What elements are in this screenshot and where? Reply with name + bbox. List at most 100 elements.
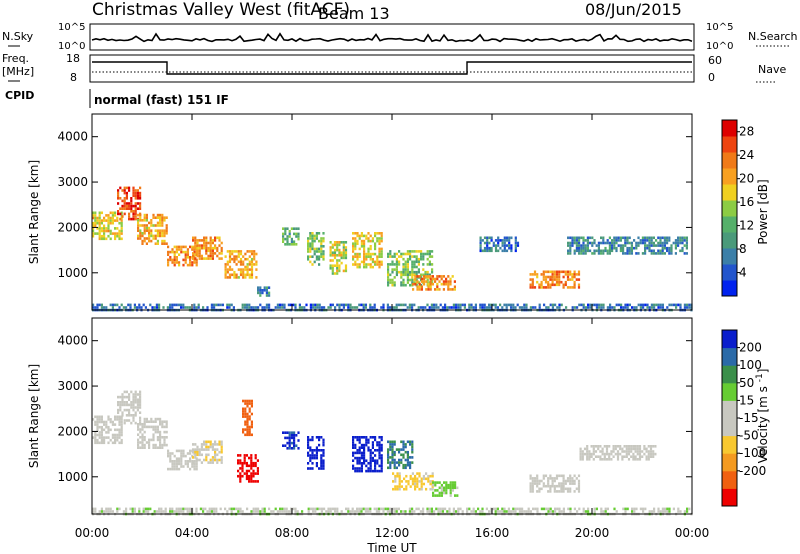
range-cell xyxy=(553,278,556,281)
range-cell xyxy=(246,257,249,261)
range-cell xyxy=(237,268,240,271)
range-cell xyxy=(239,250,243,253)
range-cell xyxy=(158,507,161,511)
range-cell xyxy=(576,510,579,513)
range-cell xyxy=(578,246,581,250)
beam-label: Beam 13 xyxy=(318,4,390,23)
range-cell xyxy=(109,211,112,215)
range-cell xyxy=(404,458,407,462)
range-cell xyxy=(209,236,212,240)
range-cell xyxy=(213,306,216,309)
range-cell xyxy=(451,489,454,492)
range-cell xyxy=(184,253,187,256)
range-cell xyxy=(586,447,589,451)
scatter-region xyxy=(237,454,259,483)
range-cell xyxy=(573,482,576,485)
range-cell xyxy=(133,510,136,513)
range-cell xyxy=(679,306,682,309)
range-cell xyxy=(427,474,430,478)
range-cell xyxy=(143,216,146,219)
range-cell xyxy=(440,277,443,281)
range-cell xyxy=(444,303,447,307)
range-cell xyxy=(594,455,598,458)
range-cell xyxy=(443,489,446,492)
range-cell xyxy=(358,462,361,465)
range-cell xyxy=(404,270,407,274)
range-cell xyxy=(232,306,235,309)
range-cell xyxy=(614,452,617,456)
range-cell xyxy=(525,303,528,307)
range-cell xyxy=(391,461,394,464)
range-cell xyxy=(681,236,684,240)
range-cell xyxy=(393,263,396,266)
range-cell xyxy=(344,254,348,257)
range-cell xyxy=(192,461,195,464)
range-cell xyxy=(659,252,662,255)
range-cell xyxy=(125,306,128,309)
range-cell xyxy=(193,460,196,463)
range-cell xyxy=(393,443,396,446)
range-cell xyxy=(288,434,291,437)
range-cell xyxy=(547,280,550,284)
range-cell xyxy=(129,507,132,511)
range-cell xyxy=(92,232,95,235)
range-cell xyxy=(483,249,487,253)
range-cell xyxy=(675,306,678,309)
range-cell xyxy=(248,464,251,468)
range-cell xyxy=(645,450,648,453)
range-cell xyxy=(391,448,394,451)
range-cell xyxy=(569,482,572,485)
colorbar-swatch xyxy=(722,435,737,454)
range-cell xyxy=(360,451,363,455)
range-cell xyxy=(371,239,374,243)
range-cell xyxy=(239,472,242,475)
range-cell xyxy=(125,510,128,513)
range-cell xyxy=(649,445,653,448)
range-cell xyxy=(216,461,219,464)
range-cell xyxy=(452,507,455,511)
range-cell xyxy=(486,236,489,240)
range-cell xyxy=(380,263,383,266)
range-cell xyxy=(363,449,366,452)
range-cell xyxy=(137,446,140,449)
range-cell xyxy=(228,265,232,269)
range-cell xyxy=(400,283,403,287)
range-cell xyxy=(230,510,233,513)
range-cell xyxy=(571,239,574,242)
range-cell xyxy=(283,303,286,307)
range-cell xyxy=(597,455,600,458)
range-cell xyxy=(514,306,517,309)
range-cell xyxy=(167,250,170,254)
range-cell xyxy=(418,285,421,289)
range-cell xyxy=(307,467,310,470)
range-cell xyxy=(219,303,222,307)
range-cell xyxy=(250,399,253,403)
range-cell xyxy=(318,232,321,235)
range-cell xyxy=(600,249,603,253)
range-cell xyxy=(510,244,513,247)
range-cell xyxy=(119,186,122,190)
range-cell xyxy=(198,453,201,457)
range-cell xyxy=(148,229,151,232)
range-cell xyxy=(626,249,629,253)
range-cell xyxy=(315,250,318,253)
range-cell xyxy=(250,425,253,429)
range-cell xyxy=(245,474,248,478)
range-cell xyxy=(360,464,363,468)
range-cell xyxy=(173,245,176,249)
range-cell xyxy=(195,306,198,309)
range-cell xyxy=(650,239,653,242)
range-cell xyxy=(139,191,142,195)
range-cell xyxy=(468,303,471,307)
range-cell xyxy=(136,191,139,195)
range-cell xyxy=(171,460,174,463)
range-cell xyxy=(663,246,666,250)
range-cell xyxy=(619,239,622,242)
range-cell xyxy=(139,401,142,404)
range-cell xyxy=(420,252,423,256)
range-cell xyxy=(96,425,99,429)
range-cell xyxy=(295,444,298,447)
range-cell xyxy=(417,281,420,284)
range-cell xyxy=(139,219,142,222)
